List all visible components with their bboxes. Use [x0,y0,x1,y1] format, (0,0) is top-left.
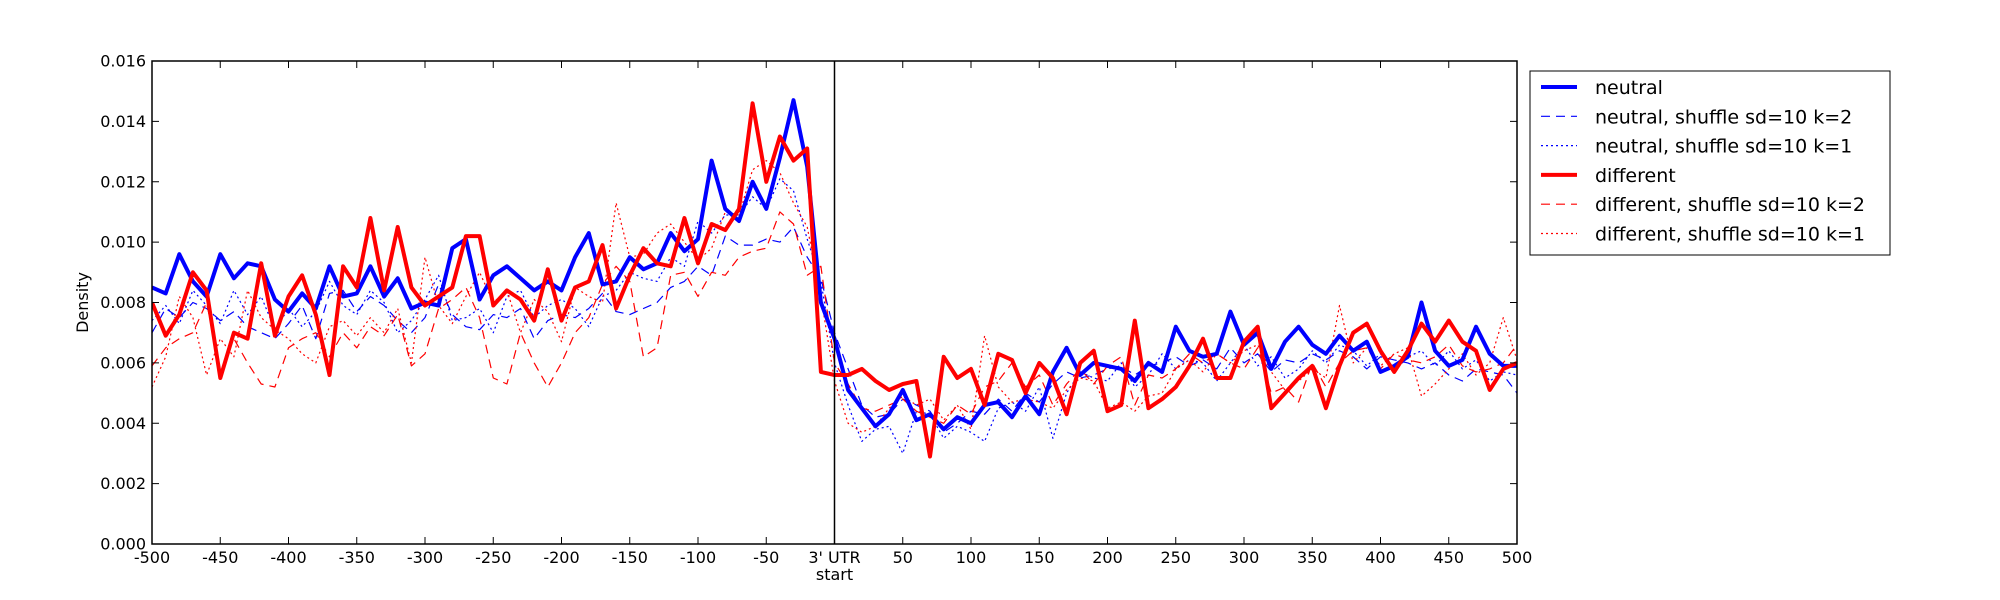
x-tick-label: -200 [543,548,579,567]
x-tick-label: 300 [1229,548,1260,567]
x-tick-label: 100 [956,548,987,567]
x-tick-label: 400 [1365,548,1396,567]
legend-label: neutral, shuffle sd=10 k=1 [1595,136,1852,158]
legend-label: neutral [1595,77,1663,99]
y-tick-label: 0.016 [100,52,146,71]
y-tick-label: 0.004 [100,414,146,433]
legend-label: different [1595,165,1676,187]
y-axis-label: Density [73,272,92,333]
legend-label: neutral, shuffle sd=10 k=2 [1595,106,1852,128]
y-tick-label: 0.008 [100,293,146,312]
x-tick-label: 250 [1160,548,1191,567]
y-tick-label: 0.014 [100,112,146,131]
x-tick-label: 150 [1024,548,1055,567]
y-tick-label: 0.010 [100,233,146,252]
y-tick-label: 0.012 [100,172,146,191]
x-tick-label: -50 [753,548,779,567]
x-tick-label: -450 [202,548,238,567]
x-tick-label: 200 [1092,548,1123,567]
legend: neutral neutral, shuffle sd=10 k=2 neutral… [1529,70,1891,256]
x-tick-label: -350 [339,548,375,567]
legend-box [1529,70,1891,256]
x-tick-label: 50 [893,548,913,567]
x-tick-label: -100 [680,548,716,567]
x-tick-label: -500 [134,548,170,567]
x-tick-sublabel: start [816,565,853,584]
legend-label: different, shuffle sd=10 k=1 [1595,224,1865,246]
x-tick-label: -250 [475,548,511,567]
y-tick-label: 0.000 [100,535,146,554]
y-tick-label: 0.002 [100,474,146,493]
x-tick-label: 500 [1502,548,1533,567]
x-tick-label: 350 [1297,548,1328,567]
x-tick-label: 450 [1433,548,1464,567]
x-tick-label: 3' UTR [808,548,860,567]
legend-label: different, shuffle sd=10 k=2 [1595,194,1865,216]
x-tick-label: -150 [612,548,648,567]
axes: -500 -450 -400 -350 -300 -250 -200 -150 -100 -50 3… [73,52,1532,585]
x-tick-label: -400 [270,548,306,567]
x-tick-label: -300 [407,548,443,567]
y-tick-label: 0.006 [100,353,146,372]
